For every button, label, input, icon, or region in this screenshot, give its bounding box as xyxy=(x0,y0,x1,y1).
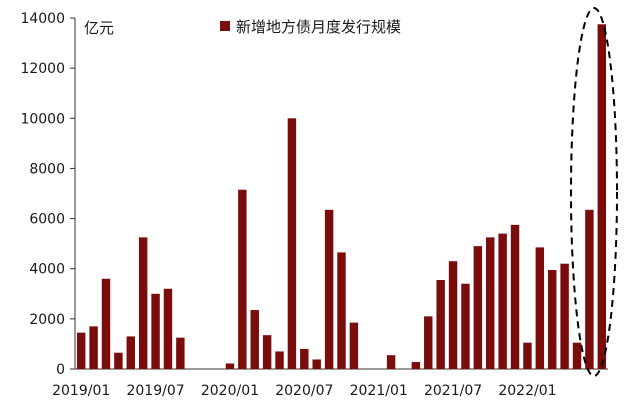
x-axis: 2019/01 2019/07 2020/01 2020/07 2021/01 2021/… xyxy=(52,368,608,399)
bar xyxy=(572,342,582,369)
bar xyxy=(89,326,98,369)
x-tick-label: 2020/01 xyxy=(201,383,259,399)
bar xyxy=(535,247,545,369)
bar xyxy=(448,261,458,369)
legend: 新增地方债月度发行规模 xyxy=(220,18,401,36)
bar xyxy=(548,269,557,369)
bar xyxy=(238,189,247,369)
y-tick-label: 8000 xyxy=(29,161,65,177)
x-tick-label: 2020/07 xyxy=(275,383,333,399)
bar xyxy=(585,209,594,369)
bar xyxy=(138,237,148,370)
bar xyxy=(324,209,334,369)
y-tick-label: 14000 xyxy=(20,11,65,27)
bar xyxy=(498,233,507,369)
legend-label: 新增地方债月度发行规模 xyxy=(236,18,401,36)
x-tick-label: 2019/07 xyxy=(126,383,184,399)
y-unit-label: 亿元 xyxy=(84,19,114,37)
bar xyxy=(349,322,359,369)
bar xyxy=(225,363,235,369)
bar xyxy=(300,348,309,369)
bar xyxy=(597,24,607,370)
bar xyxy=(560,263,569,369)
bar xyxy=(262,335,272,369)
bar xyxy=(424,316,433,369)
bar xyxy=(486,237,495,370)
y-tick-label: 4000 xyxy=(29,262,65,278)
y-tick-label: 12000 xyxy=(20,61,65,77)
bar xyxy=(337,252,346,369)
bar xyxy=(76,332,86,369)
x-tick-label: 2022/01 xyxy=(498,383,556,399)
x-tick-label: 2021/07 xyxy=(424,383,482,399)
bar xyxy=(287,118,297,369)
legend-swatch xyxy=(220,21,230,31)
bar xyxy=(275,351,284,369)
x-tick-label: 2021/01 xyxy=(350,383,408,399)
y-tick-label: 0 xyxy=(56,362,65,378)
bar xyxy=(163,288,173,369)
bar xyxy=(176,337,185,369)
y-tick-label: 2000 xyxy=(29,312,65,328)
bar xyxy=(126,336,135,369)
y-tick-label: 10000 xyxy=(20,111,65,127)
bars xyxy=(76,24,607,370)
bar xyxy=(461,283,470,369)
highlight-ellipse xyxy=(570,7,618,377)
bar xyxy=(411,361,421,369)
bar xyxy=(250,310,259,369)
x-tick-label: 2019/01 xyxy=(52,383,110,399)
y-axis: 0 2000 4000 6000 8000 10000 12000 14000 xyxy=(20,11,76,378)
bar xyxy=(510,224,520,369)
bar xyxy=(436,280,445,369)
bar xyxy=(523,342,532,369)
y-tick-label: 6000 xyxy=(29,212,65,228)
bar xyxy=(114,352,123,369)
bar xyxy=(101,278,111,369)
bar xyxy=(386,355,396,369)
bar xyxy=(151,293,160,369)
bar xyxy=(312,359,321,369)
bar xyxy=(473,246,483,369)
